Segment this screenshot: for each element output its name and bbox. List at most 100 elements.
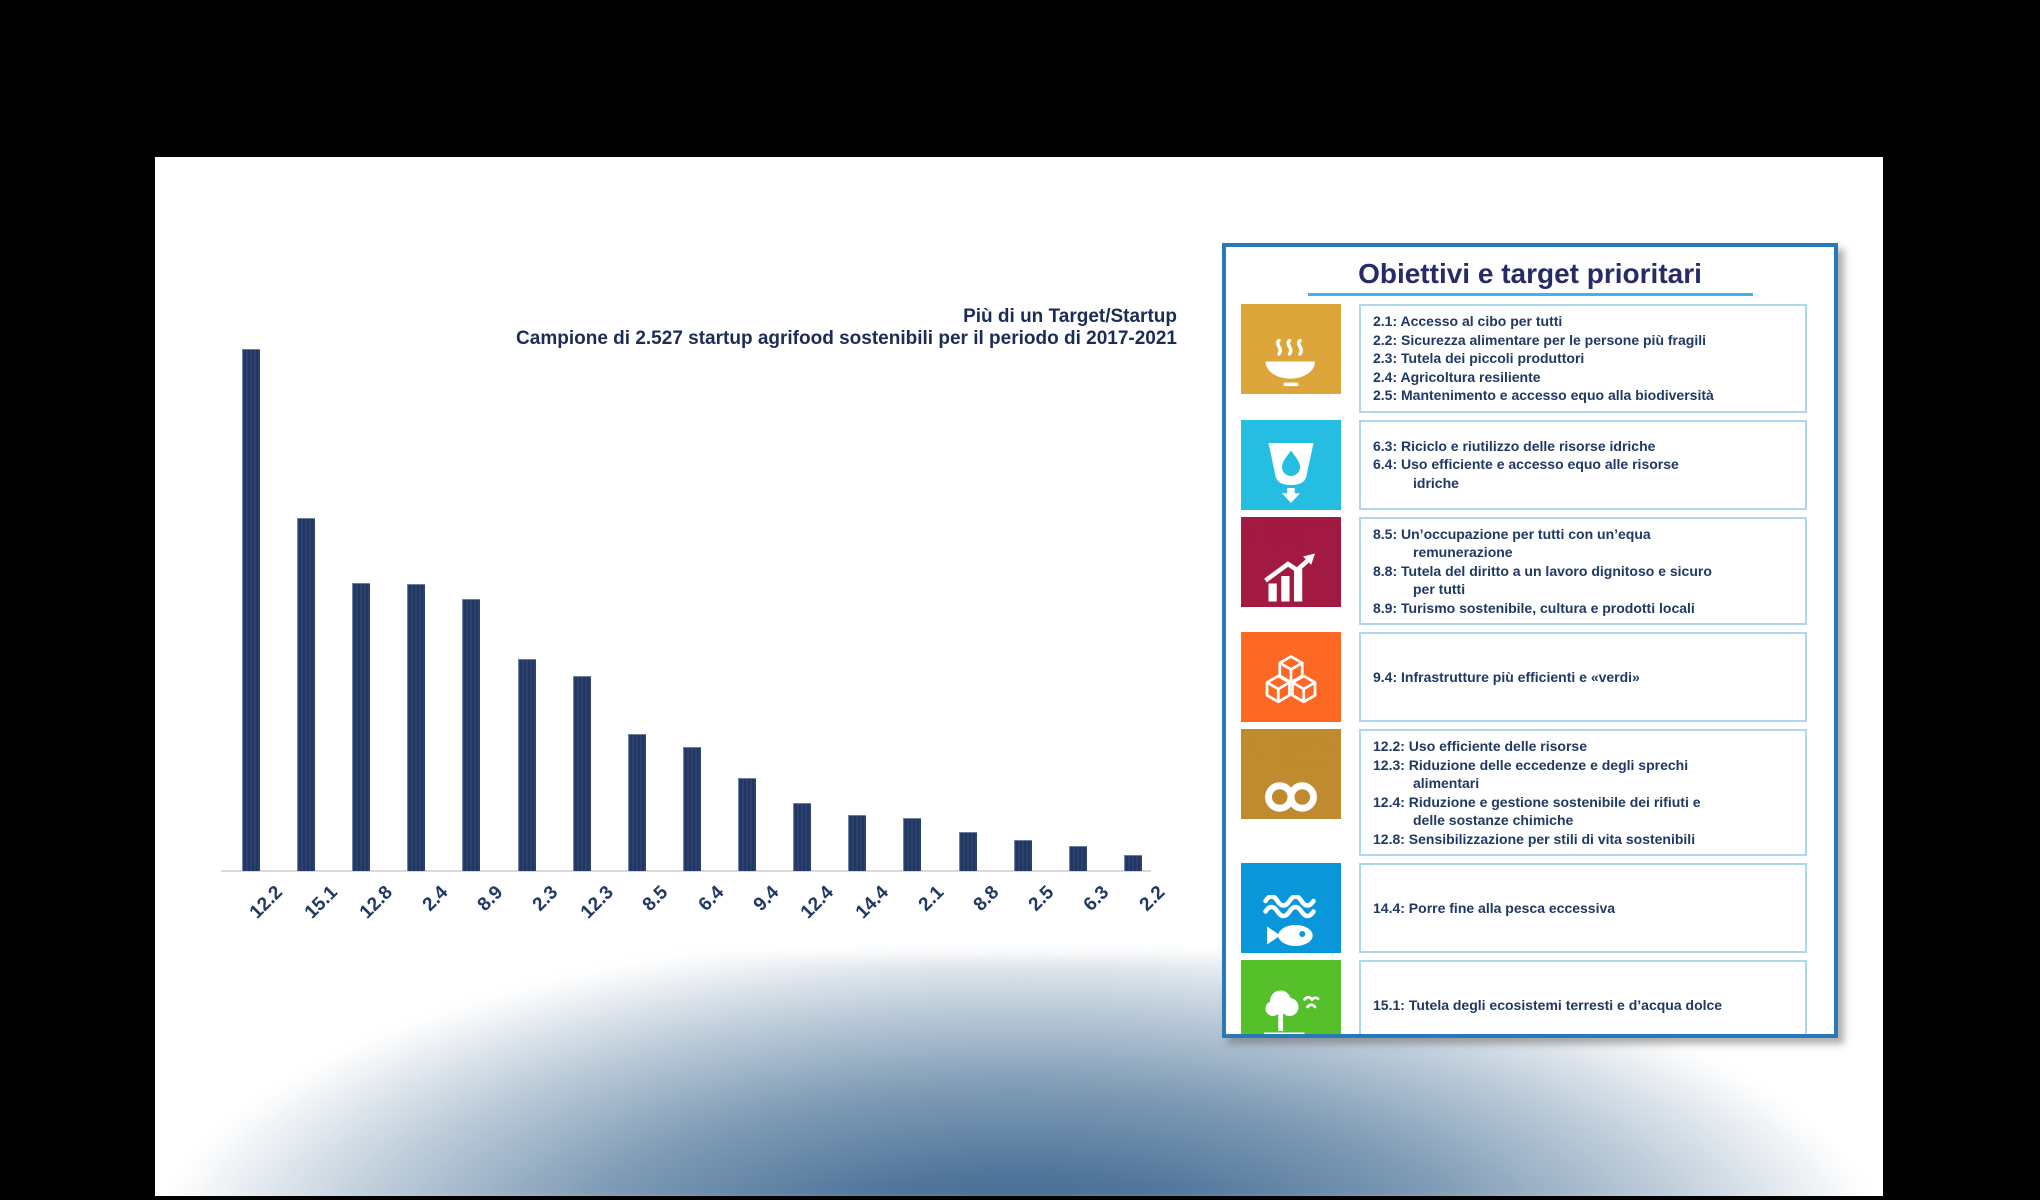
target-line: 8.8: Tutela del diritto a un lavoro dign… [1373,562,1712,579]
sdg-6-icon: 6 CLEAN WATER AND SANITATION [1241,419,1341,510]
sdg-2-targets-box: 2.1: Accesso al cibo per tutti 2.2: Sicur… [1359,304,1807,413]
sdg-goal-caption: LIFE ON LAND [1278,967,1311,983]
bar-8.8 [958,831,977,871]
target-line: remunerazione [1413,544,1513,560]
bar-12.4 [793,803,812,871]
sdg-8-icon: 8 LAVORO DIGNITOSO E CRESCITA ECONOMICA [1241,516,1341,607]
tree-icon [1255,986,1327,1034]
bar-2.5 [1013,840,1032,871]
sdg-goal-caption: ZERO HUNGER [1264,311,1295,327]
target-line: 9.4: Infrastrutture più efficienti e «ve… [1373,668,1640,685]
slide: Più di un Target/Startup Campione di 2.5… [155,157,1883,1196]
bar-6.4 [682,746,701,871]
sdg-goal-number: 15 [1246,962,1275,992]
x-tick-label-2.5: 2.5 [1025,882,1059,916]
target-line: 8.9: Turismo sostenibile, cultura e prod… [1373,599,1695,616]
sdg-2-icon: 2 ZERO HUNGER [1241,304,1341,394]
target-line: 6.3: Riciclo e riutilizzo delle risorse … [1373,437,1656,454]
sdg-row-14: 14 LA VITA SOTT’ACQUA 14.4: Porre fine a… [1241,863,1807,953]
waves-fish-icon [1255,895,1327,949]
x-tick-label-8.5: 8.5 [639,882,673,916]
bar-2.3 [517,659,536,871]
bar-12.3 [572,675,591,871]
sdg-row-12: 12 RESPONSIBLE CONSUMPTION AND PRODUCTIO… [1241,729,1807,856]
sdg-8-targets-box: 8.5: Un’occupazione per tutti con un’equ… [1359,516,1807,625]
x-tick-label-12.4: 12.4 [797,882,839,924]
bar-9.4 [738,778,757,871]
sdg-goal-number: 14 [1246,865,1275,895]
sdg-goal-number: 9 [1246,634,1261,664]
x-tick-label-12.2: 12.2 [245,882,287,924]
sdg-12-icon: 12 RESPONSIBLE CONSUMPTION AND PRODUCTIO… [1241,729,1341,819]
bar-2.2 [1123,854,1142,871]
x-tick-label-8.8: 8.8 [969,882,1004,916]
sdg-goal-number: 12 [1246,731,1275,761]
sdg-6-targets-box: 6.3: Riciclo e riutilizzo delle risorse … [1359,419,1807,510]
sdg-goal-caption: LA VITA SOTT’ACQUA [1278,870,1325,886]
sdg-9-icon: 9 INDUSTRY, INNOVATION AND INFRASTRUCTUR… [1241,632,1341,722]
x-axis-line [221,870,1151,872]
target-line: per tutti [1413,581,1466,597]
x-tick-label-2.1: 2.1 [914,882,949,916]
x-tick-label-12.8: 12.8 [356,882,398,924]
infinity-icon [1255,779,1327,815]
sdg-14-icon: 14 LA VITA SOTT’ACQUA [1241,863,1341,953]
bar-12.8 [352,583,371,871]
x-tick-label-2.4: 2.4 [418,882,453,916]
target-line: 8.5: Un’occupazione per tutti con un’equ… [1373,525,1651,542]
water-glass-drop-icon [1255,442,1327,506]
chart-title-line1: Più di un Target/Startup [963,306,1177,327]
bar-2.4 [407,583,426,871]
priority-targets-panel: Obiettivi e target prioritari 2 ZERO HUN… [1222,243,1838,1038]
target-line: 12.2: Uso efficiente delle risorse [1373,738,1587,754]
sdg-row-8: 8 LAVORO DIGNITOSO E CRESCITA ECONOMICA … [1241,516,1807,625]
sdg-15-targets-box: 15.1: Tutela degli ecosistemi terresti e… [1359,960,1807,1034]
chart-title-line2: Campione di 2.527 startup agrifood soste… [516,327,1177,349]
x-tick-label-12.3: 12.3 [576,882,618,924]
target-line: idriche [1413,474,1459,491]
bar-8.9 [462,599,481,871]
sdg-goal-number: 2 [1246,306,1261,336]
sdg-goal-number: 6 [1246,421,1261,452]
x-tick-label-2.2: 2.2 [1135,882,1169,916]
bar-chart: 12.2 15.1 12.8 2.4 8.9 2.3 12.3 8.5 6.4 9.4 12.4 14… [155,157,1883,1196]
target-line: 2.1: Accesso al cibo per tutti [1373,313,1563,329]
bar-6.3 [1068,845,1087,871]
panel-title: Obiettivi e target prioritari [1358,258,1702,289]
sdg-12-targets-box: 12.2: Uso efficiente delle risorse 12.3: … [1359,729,1807,856]
x-tick-label-6.4: 6.4 [694,882,728,916]
x-tick-label-15.1: 15.1 [300,882,342,924]
sdg-goal-caption: RESPONSIBLE CONSUMPTION AND PRODUCTION [1278,736,1331,769]
sdg-goal-caption: LAVORO DIGNITOSO E CRESCITA ECONOMICA [1264,523,1334,548]
target-line: 15.1: Tutela degli ecosistemi terresti e… [1373,996,1723,1013]
bar-14.4 [848,815,867,871]
target-line: 2.2: Sicurezza alimentare per le persone… [1373,331,1707,348]
target-line: alimentari [1413,775,1480,791]
target-line: 12.8: Sensibilizzazione per stili di vit… [1373,830,1696,847]
sdg-goal-number: 8 [1246,518,1261,549]
sdg-rows: 2 ZERO HUNGER 2.1: Accesso al cibo per t… [1226,304,1834,1034]
target-line: 2.4: Agricoltura resiliente [1373,368,1541,385]
growth-chart-icon [1255,552,1327,603]
sdg-row-9: 9 INDUSTRY, INNOVATION AND INFRASTRUCTUR… [1241,632,1807,722]
sdg-row-6: 6 CLEAN WATER AND SANITATION 6.3: Ricicl… [1241,419,1807,510]
bowl-steam-icon [1255,339,1327,390]
target-line: 2.3: Tutela dei piccoli produttori [1373,350,1585,366]
target-line: 12.4: Riduzione e gestione sostenibile d… [1373,793,1701,810]
sdg-row-15: 15 LIFE ON LAND 15.1: Tutela degli ecosi… [1241,960,1807,1034]
sdg-goal-caption: CLEAN WATER AND SANITATION [1264,426,1322,443]
x-tick-label-14.4: 14.4 [852,882,894,924]
bar-8.5 [627,734,646,871]
x-tick-label-6.3: 6.3 [1080,882,1114,916]
panel-title-underline [1307,293,1753,296]
target-line: delle sostanze chimiche [1413,812,1574,828]
sdg-15-icon: 15 LIFE ON LAND [1241,960,1341,1034]
bar-15.1 [297,517,316,871]
sdg-14-targets-box: 14.4: Porre fine alla pesca eccessiva [1359,863,1807,953]
cubes-icon [1255,655,1327,718]
bar-2.1 [903,817,922,871]
target-line: 12.3: Riduzione delle eccedenze e degli … [1373,756,1689,773]
target-line: 14.4: Porre fine alla pesca eccessiva [1373,899,1616,916]
x-tick-label-8.9: 8.9 [473,882,508,916]
sdg-9-targets-box: 9.4: Infrastrutture più efficienti e «ve… [1359,632,1807,722]
